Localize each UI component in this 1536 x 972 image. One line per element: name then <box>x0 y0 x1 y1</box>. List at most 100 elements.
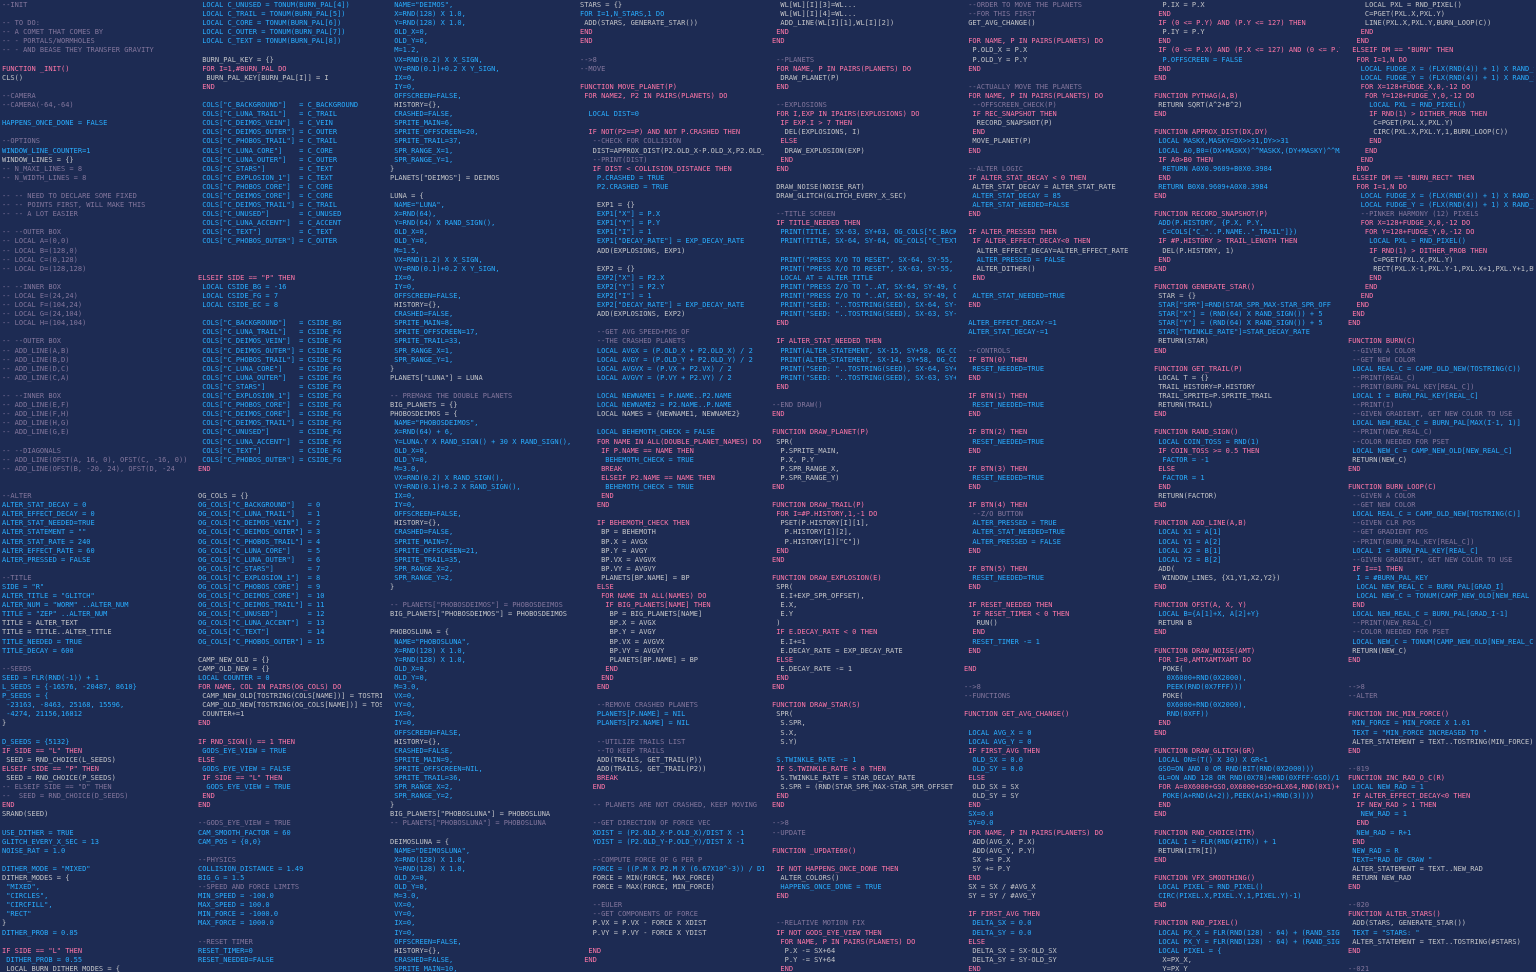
code-line: PRINT("SEED: "..TOSTRING(SEED), SX-64, S… <box>772 301 956 310</box>
code-line: SPRITE_OFFSCREEN=NIL, <box>390 764 483 773</box>
code-line: FUNCTION RECORD_SNAPSHOT(P) <box>1154 210 1268 219</box>
code-line: L_SEEDS = {-16576, -20487, 8610} <box>2 683 137 692</box>
code-line: D_SEEDS = {5132} <box>2 737 70 746</box>
code-line: VX=0, <box>390 692 416 701</box>
code-line <box>964 456 1146 465</box>
code-line: GET_AVG_CHANGE() <box>964 19 1036 28</box>
code-line: HISTORY={}, <box>390 519 441 528</box>
code-line: OG_COLS["C_PHOBOS_OUTER"] = 15 <box>198 637 325 646</box>
code-line <box>772 901 956 910</box>
code-line: XDIST = (P2.OLD_X-P.OLD_X)/DIST X -1 <box>580 828 745 837</box>
code-line: END <box>772 410 785 419</box>
code-line: COLS["C_DEIMOS_TRAIL"] = CSIDE_FG <box>198 419 342 428</box>
code-line: CRASHED=FALSE, <box>390 955 454 964</box>
code-line: RESET_TIMER=0 <box>198 946 253 955</box>
code-line <box>964 592 1146 601</box>
code-line: LOCAL DIST=0 <box>580 110 640 119</box>
code-line <box>2 110 190 119</box>
code-line <box>772 910 956 919</box>
code-line: --OPTIONS <box>2 137 40 146</box>
code-line: IF FIRST_AVG THEN <box>964 746 1040 755</box>
code-line: ELSE <box>964 937 986 946</box>
code-column-2[interactable]: LOCAL C_UNUSED = TONUM(BURN_PAL[4]) LOCA… <box>196 0 384 972</box>
code-line: P.OLD_Y = P.Y <box>964 55 1028 64</box>
code-line: 0X6000+RND(0X2000), <box>1154 701 1247 710</box>
code-line: TEXT = "STARS: " <box>1348 928 1420 937</box>
code-line: BIG_PLANETS = {} <box>390 401 458 410</box>
code-line: LOCAL T = {} <box>1154 373 1209 382</box>
code-line: S.X, <box>772 728 798 737</box>
code-line <box>198 729 382 738</box>
code-line: BURN_PAL_KEY = {} <box>198 55 274 64</box>
code-line: END <box>1154 810 1167 819</box>
code-line: SX=0.0 <box>964 810 994 819</box>
code-line: -->8 <box>580 55 597 64</box>
code-line: ALTER_PRESSED = FALSE <box>964 537 1061 546</box>
code-line <box>2 128 190 137</box>
code-line: IF BTN(3) THEN <box>964 464 1028 473</box>
code-line: LOCAL CSIDE_BG = -16 <box>198 282 287 291</box>
code-column-5[interactable]: WL[WL][I][3]=WL... WL[WL][I][4]=WL... AD… <box>770 0 958 972</box>
code-line: WINDOW_LINES = {} <box>2 155 74 164</box>
code-line: LOCAL AVG_X = 0 <box>964 728 1032 737</box>
code-line: --PRINT(REAL_C) <box>1348 373 1416 382</box>
code-line: LOCAL PXL = RND_PIXEL() <box>1348 101 1467 110</box>
code-line <box>390 183 572 192</box>
code-line: --EXPLOSIONS <box>772 101 827 110</box>
code-line: BIG_PLANETS["PHOBOSDEIMOS"] = PHOBOSDEIM… <box>390 610 568 619</box>
code-line: --GODS_EYE_VIEW = TRUE <box>198 819 291 828</box>
code-line: IF RND(1) > DITHER_PROB THEN <box>1348 246 1488 255</box>
code-line: -- --INNER BOX <box>2 392 62 401</box>
code-column-1[interactable]: --INIT -- TO DO: -- A COMET THAT COMES BY -… <box>0 0 192 972</box>
code-line: CAMP_OLD_NEW[TOSTRING(OG_COLS[NAME])] = … <box>198 701 382 710</box>
code-column-4[interactable]: STARS = {} FOR I=1,N_STARS,1 DO ADD(STARS… <box>578 0 766 972</box>
code-line: HISTORY={}, <box>390 946 441 955</box>
code-line: S.SPR, <box>772 719 806 728</box>
code-line: OG_COLS["C_DEIMOS_OUTER"] = 3 <box>198 528 321 537</box>
code-line: -- --OUTER BOX <box>2 228 62 237</box>
code-line <box>198 483 382 492</box>
code-line: FUNCTION GET_TRAIL(P) <box>1154 364 1243 373</box>
code-line: TRAIL_SPRITE=P.SPRITE_TRAIL <box>1154 392 1273 401</box>
code-line: FUNCTION MOVE_PLANET(P) <box>580 82 677 91</box>
code-line: -- LOCAL A=(0,0) <box>2 237 70 246</box>
code-line: FUNCTION ADD_LINE(A,B) <box>1154 519 1247 528</box>
code-line: HISTORY={}, <box>390 737 441 746</box>
code-line <box>964 492 1146 501</box>
code-line: PRINT("SEED: "..TOSTRING(SEED), SX-64, S… <box>772 364 956 373</box>
code-line: RESET_TIMER -= 1 <box>964 637 1040 646</box>
code-line: COLS["C_DEIMOS_CORE"] = C_CORE <box>198 191 333 200</box>
code-line: BP.Y = AVGY <box>580 546 648 555</box>
code-line: ALTER_COLORS() <box>772 874 840 882</box>
code-column-7[interactable]: P.IX = P.X END IF (0 <= P.Y) AND (P.Y <=… <box>1152 0 1342 972</box>
code-line: END <box>1154 855 1167 864</box>
code-line: LOCAL FUDGE_Y = (FLX(RND(4)) + 1) X RAND… <box>1348 201 1534 210</box>
code-line: E.I+=1 <box>772 637 806 646</box>
code-line: END <box>1154 801 1171 810</box>
code-line <box>580 419 764 428</box>
code-line: OG_COLS["C_DEIMOS_VEIN"] = 2 <box>198 519 321 528</box>
code-line: OLD_Y=0, <box>390 673 428 682</box>
code-line: M=3.0, <box>390 464 420 473</box>
code-column-6[interactable]: --ORDER TO MOVE THE PLANETS --FOR THIS F… <box>962 0 1148 972</box>
code-column-8[interactable]: LOCAL PXL = RND_PIXEL() C=PGET(PXL.X,PXL… <box>1346 0 1536 972</box>
code-line <box>2 56 190 65</box>
code-line: --COMPUTE FORCE OF G PER P <box>580 855 703 864</box>
code-line: IX=0, <box>390 919 416 928</box>
code-line: END <box>964 146 981 155</box>
code-line: ) <box>772 619 781 628</box>
code-line: END <box>1348 601 1365 610</box>
code-column-3[interactable]: NAME="DEIMOS", X=RND(128) X 1.0, Y=RND(1… <box>388 0 574 972</box>
code-line <box>964 674 1146 683</box>
code-line <box>580 892 764 901</box>
code-line: END <box>1154 10 1171 19</box>
code-line: -- ADD_LINE(F,H) <box>2 410 70 419</box>
code-line: COLS["C_PHOBOS_TRAIL"] = CSIDE_FG <box>198 355 342 364</box>
code-line: END <box>772 37 785 46</box>
code-line: COLS["C_BACKGROUND"] = C_BACKGROUND <box>198 101 359 110</box>
code-line: LOCAL A0,B0=(DX+MASKX)^^MASKX,(DY+MASKY)… <box>1154 146 1340 155</box>
code-line <box>2 10 190 19</box>
code-line <box>580 74 764 83</box>
code-line: -- LOCAL D=(128,128) <box>2 264 87 273</box>
